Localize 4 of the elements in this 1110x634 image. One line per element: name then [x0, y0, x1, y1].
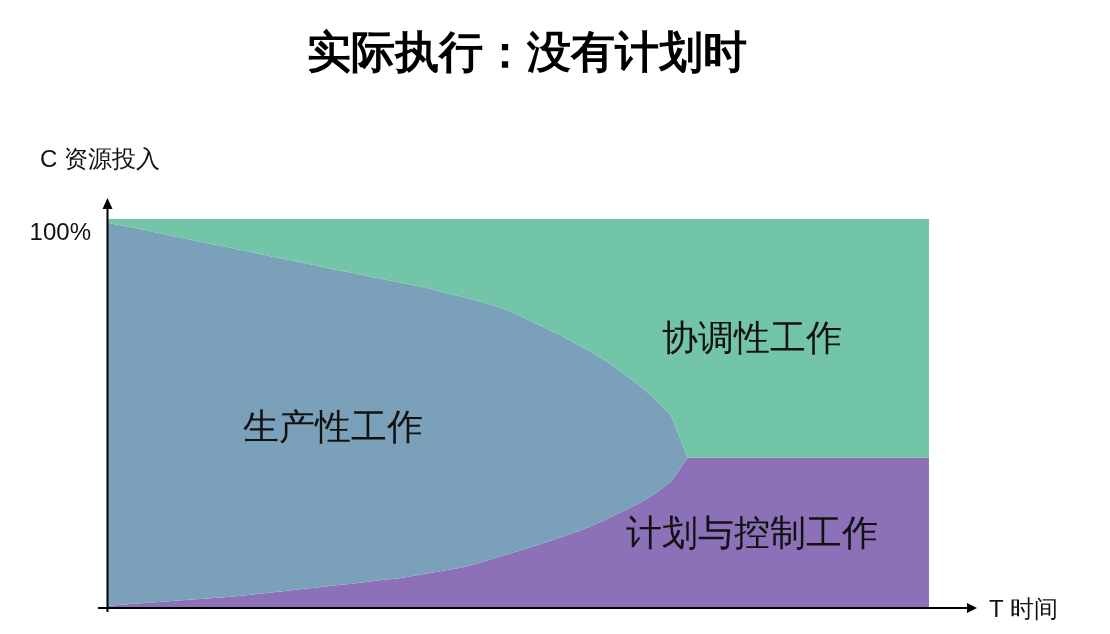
xlabel: T 时间	[989, 595, 1058, 622]
ylabel: C 资源投入	[40, 145, 160, 172]
annotation: 100%	[29, 218, 91, 245]
title: 实际执行：没有计划时	[306, 27, 747, 76]
